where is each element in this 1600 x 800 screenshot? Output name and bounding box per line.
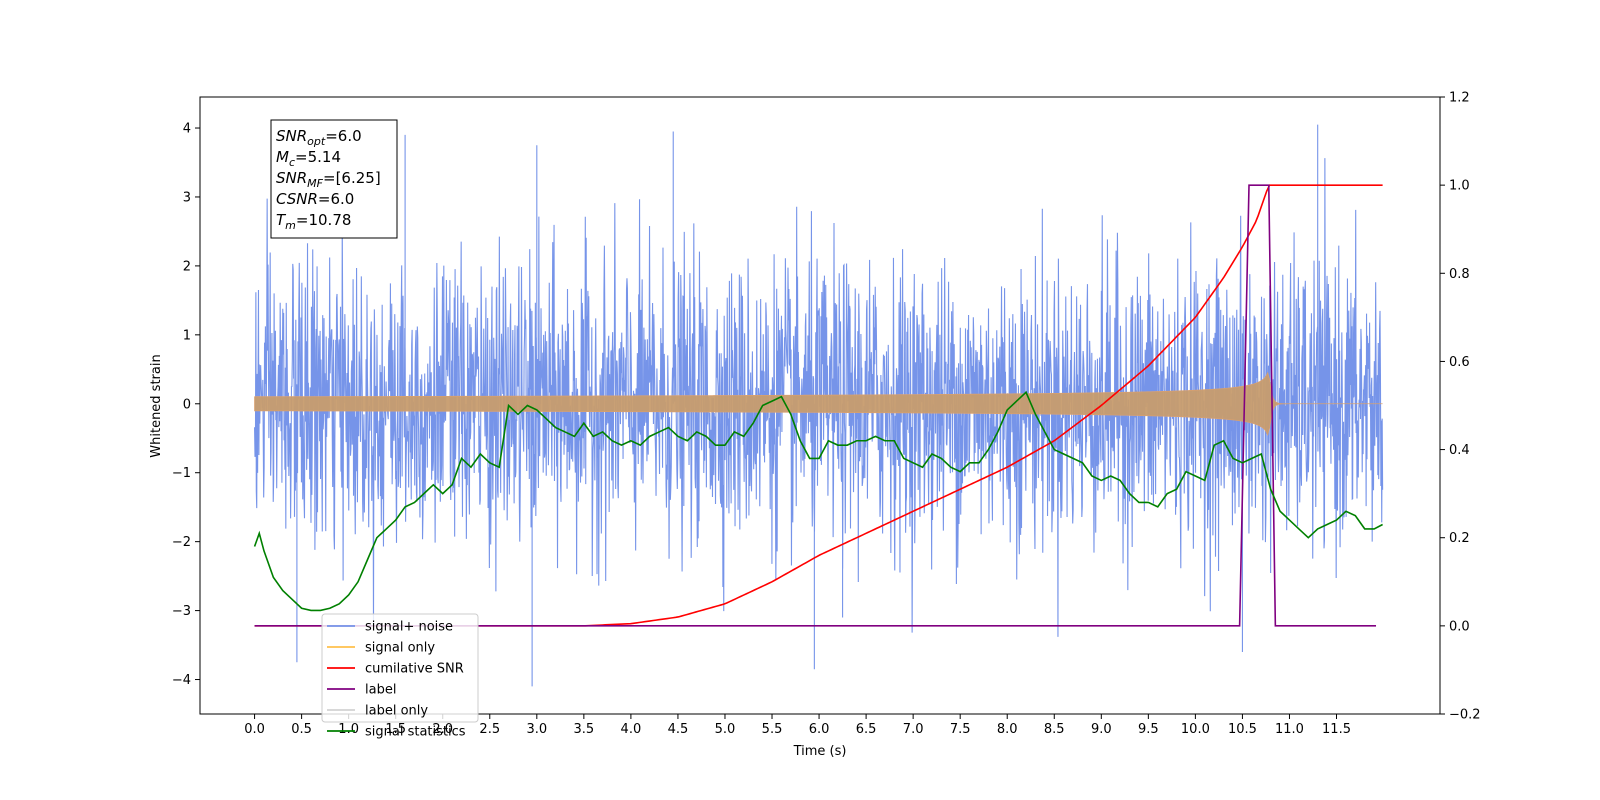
annotation-line: Mc=5.14 <box>276 148 341 169</box>
legend-label: signal only <box>365 641 435 656</box>
series-label <box>254 184 1377 627</box>
y-tick-label: 2 <box>183 259 191 274</box>
y-tick-label: −1 <box>172 466 191 481</box>
x-tick-label: 8.5 <box>1044 722 1065 737</box>
x-tick-label: 8.0 <box>997 722 1018 737</box>
x-axis: 0.0 0.5 1.0 1.5 2.0 2.5 3.0 3.5 4.0 4.5 5.0 5.5 6.0 6… <box>244 714 1351 737</box>
y-axis-right: −0.2 0.0 0.2 0.4 0.6 0.8 1.0 1.2 <box>1440 91 1481 723</box>
y2-tick-label: 1.2 <box>1449 91 1470 106</box>
y-tick-label: −3 <box>172 604 191 619</box>
legend-frame <box>321 613 479 723</box>
x-tick-label: 10.5 <box>1228 722 1257 737</box>
legend-label: signal+ noise <box>365 620 453 635</box>
y2-tick-label: 0.2 <box>1449 531 1470 546</box>
series-signal-only <box>254 371 1383 436</box>
y2-tick-label: 0.4 <box>1449 443 1470 458</box>
legend-label: label only <box>365 704 428 719</box>
y-tick-label: −2 <box>172 535 191 550</box>
y2-tick-label: 0.0 <box>1449 619 1470 634</box>
y2-tick-label: −0.2 <box>1449 708 1481 723</box>
annotation-line: Tm=10.78 <box>276 211 351 232</box>
y-tick-label: 3 <box>183 190 191 205</box>
x-tick-label: 0.0 <box>244 722 265 737</box>
x-tick-label: 2.5 <box>479 722 500 737</box>
y2-tick-label: 1.0 <box>1449 179 1470 194</box>
x-tick-label: 0.5 <box>291 722 312 737</box>
x-tick-label: 3.0 <box>526 722 547 737</box>
x-tick-label: 6.0 <box>809 722 830 737</box>
y-tick-label: 1 <box>183 328 191 343</box>
x-tick-label: 4.0 <box>621 722 642 737</box>
x-tick-label: 7.0 <box>903 722 924 737</box>
x-tick-label: 10.0 <box>1181 722 1210 737</box>
plot-content <box>253 124 1384 687</box>
legend-label: cumilative SNR <box>365 662 464 677</box>
y-axis-label: Whitened strain <box>149 354 164 457</box>
x-axis-label: Time (s) <box>793 744 847 759</box>
x-tick-label: 9.5 <box>1138 722 1159 737</box>
y-tick-label: −4 <box>172 673 191 688</box>
x-tick-label: 5.0 <box>715 722 736 737</box>
legend-label: label <box>365 683 396 698</box>
x-tick-label: 4.5 <box>668 722 689 737</box>
x-tick-label: 2.0 <box>432 722 453 737</box>
plot-frame <box>199 96 1441 715</box>
y-tick-label: 4 <box>183 122 191 137</box>
x-tick-label: 6.5 <box>856 722 877 737</box>
x-tick-label: 3.5 <box>574 722 595 737</box>
y2-tick-label: 0.8 <box>1449 267 1470 282</box>
annotation-line: SNRopt=6.0 <box>276 127 362 148</box>
annotation-frame <box>270 119 398 239</box>
y2-tick-label: 0.6 <box>1449 355 1470 370</box>
x-tick-label: 5.5 <box>762 722 783 737</box>
legend-label: signal statistics <box>365 725 466 740</box>
series-signal-noise <box>254 124 1384 687</box>
x-tick-label: 1.0 <box>338 722 359 737</box>
y-tick-label: 0 <box>183 397 191 412</box>
x-tick-label: 7.5 <box>950 722 971 737</box>
x-tick-label: 9.0 <box>1091 722 1112 737</box>
y-axis-left: −4 −3 −2 −1 0 1 2 3 4 <box>172 122 200 688</box>
x-tick-label: 11.0 <box>1275 722 1304 737</box>
annotation-line: SNRMF=[6.25] <box>276 169 381 190</box>
series-signal-statistics <box>253 390 1383 612</box>
legend: signal+ noise signal only cumilative SNR la… <box>321 613 479 740</box>
x-tick-label: 1.5 <box>385 722 406 737</box>
annotation-line: CSNR=6.0 <box>276 190 354 208</box>
x-tick-label: 11.5 <box>1322 722 1351 737</box>
